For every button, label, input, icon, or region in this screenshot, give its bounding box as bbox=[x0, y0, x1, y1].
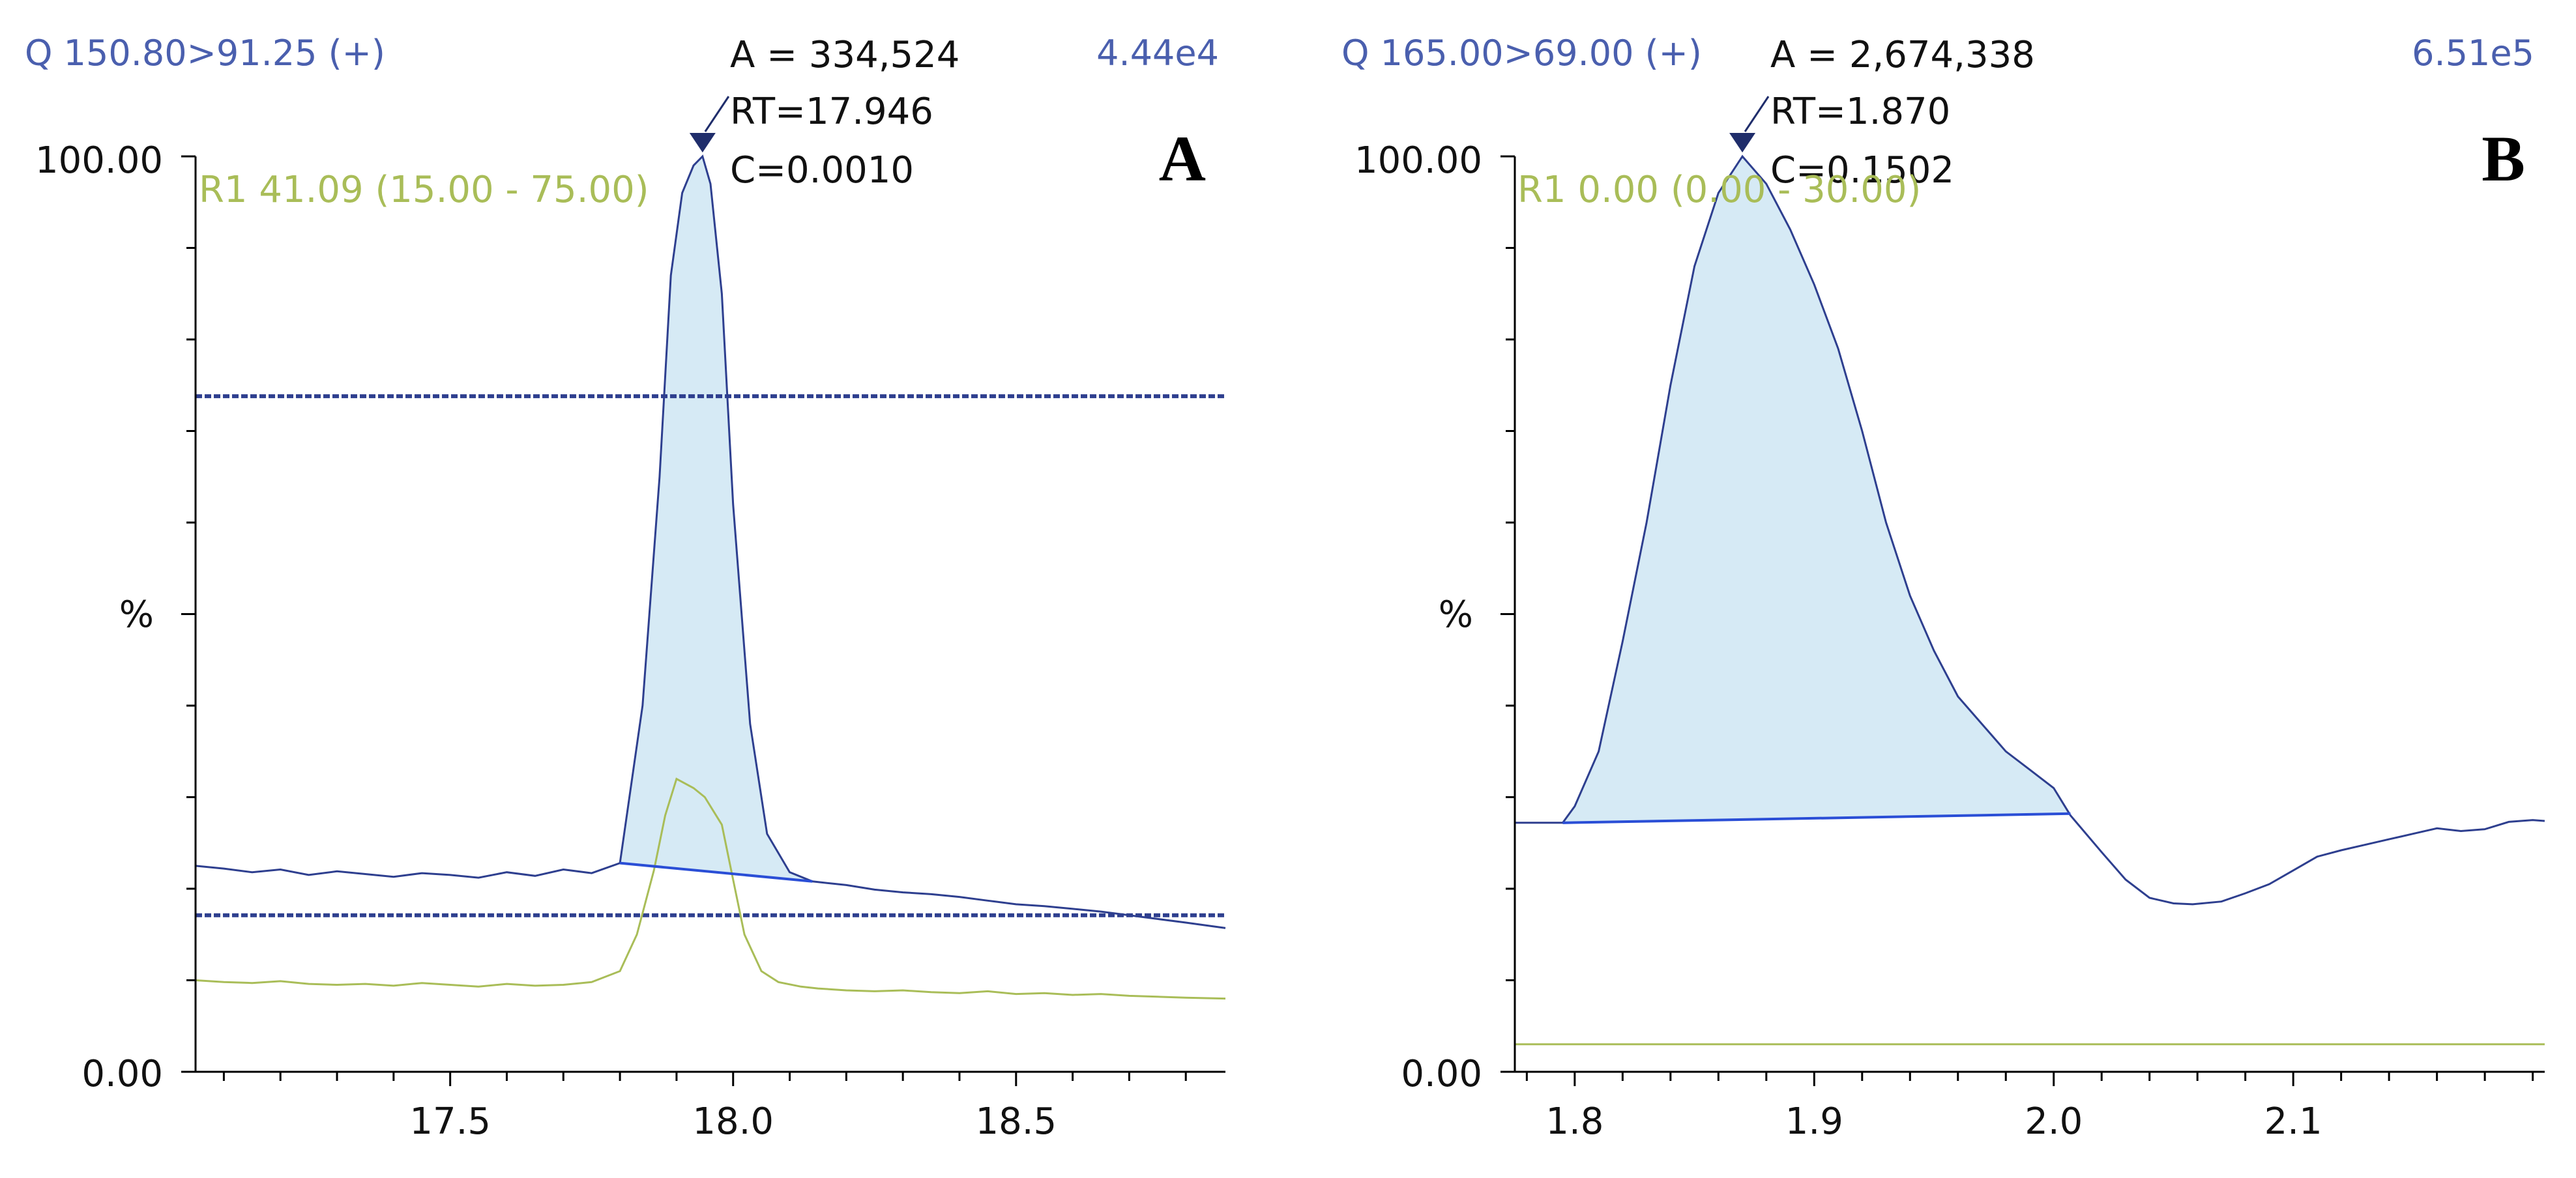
peak-apex-marker bbox=[1729, 133, 1756, 152]
axes: 17.5 18.0 18.5 bbox=[181, 155, 1225, 1143]
panel-letter: B bbox=[2481, 122, 2525, 195]
y-tick-label-min: 0.00 bbox=[81, 1053, 163, 1095]
y-axis-label: % bbox=[119, 594, 154, 636]
peak-area-fill bbox=[620, 156, 813, 882]
y-tick-label-min: 0.00 bbox=[1401, 1053, 1482, 1095]
peak-conc-label: C=0.0010 bbox=[730, 149, 914, 192]
x-ticks: 1.8 1.9 2.0 2.1 bbox=[1525, 1072, 2534, 1143]
integration-baseline bbox=[619, 861, 813, 883]
channel-label: Q 150.80>91.25 (+) bbox=[25, 33, 385, 74]
peak-conc-label: C=0.1502 bbox=[1770, 149, 1954, 192]
x-ticks: 17.5 18.0 18.5 bbox=[222, 1072, 1187, 1143]
x-tick-label: 18.0 bbox=[692, 1100, 774, 1143]
peak-apex-marker bbox=[689, 133, 716, 152]
y-tick-label-max: 100.00 bbox=[1354, 139, 1482, 182]
peak-area-label: A = 334,524 bbox=[730, 34, 959, 76]
peak-area-fill bbox=[1562, 156, 2071, 823]
peak-rt-label: RT=17.946 bbox=[730, 91, 933, 133]
panel-letter: A bbox=[1159, 122, 1206, 195]
x-tick-label: 2.0 bbox=[2025, 1100, 2083, 1143]
integration-baseline bbox=[1562, 812, 2071, 824]
y-minor-ticks bbox=[181, 155, 196, 1073]
max-intensity-label: 6.51e5 bbox=[2412, 33, 2534, 74]
chromatogram-panel-a: 17.5 18.0 18.5 Q 150.80>91.25 (+) 4.44e4 A… bbox=[25, 33, 1226, 1143]
x-tick-label: 1.9 bbox=[1785, 1100, 1843, 1143]
ion-ratio-label: R1 41.09 (15.00 - 75.00) bbox=[199, 169, 649, 211]
y-minor-ticks bbox=[1500, 155, 1515, 1073]
channel-label: Q 165.00>69.00 (+) bbox=[1341, 33, 1702, 74]
quant-ion-trace bbox=[195, 154, 1226, 929]
axes: 1.8 1.9 2.0 2.1 bbox=[1500, 155, 2545, 1143]
x-tick-label: 17.5 bbox=[409, 1100, 491, 1143]
y-axis-label: % bbox=[1439, 594, 1473, 636]
chromatogram-panel-b: 1.8 1.9 2.0 2.1 Q 165.00>69.00 (+) 6.51e5 A… bbox=[1288, 0, 2576, 1178]
x-tick-label: 18.5 bbox=[975, 1100, 1057, 1143]
peak-area-label: A = 2,674,338 bbox=[1770, 34, 2035, 76]
x-tick-label: 2.1 bbox=[2264, 1100, 2322, 1143]
peak-label-leader bbox=[704, 96, 730, 132]
y-tick-label-max: 100.00 bbox=[35, 139, 163, 182]
x-tick-label: 1.8 bbox=[1545, 1100, 1603, 1143]
chart-a-svg: 17.5 18.0 18.5 Q 150.80>91.25 (+) 4.44e4 A… bbox=[25, 33, 1226, 1143]
ion-ratio-label: R1 0.00 (0.00 - 30.00) bbox=[1517, 169, 1921, 211]
confirm-ion-trace bbox=[195, 777, 1226, 1000]
peak-label-leader bbox=[1744, 96, 1770, 132]
peak-rt-label: RT=1.870 bbox=[1770, 91, 1950, 133]
chart-b-svg: 1.8 1.9 2.0 2.1 Q 165.00>69.00 (+) 6.51e5 A… bbox=[1341, 33, 2545, 1143]
max-intensity-label: 4.44e4 bbox=[1096, 33, 1219, 74]
quant-ion-trace bbox=[1515, 154, 2545, 906]
